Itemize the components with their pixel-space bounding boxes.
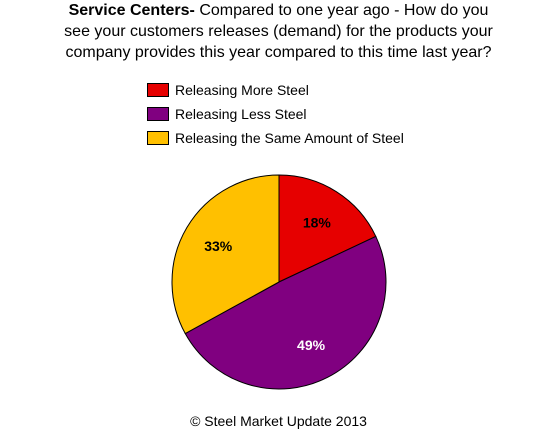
title-line-1: Service Centers- Compared to one year ag… xyxy=(0,0,557,21)
title-line-3: company provides this year compared to t… xyxy=(65,44,492,61)
legend-item-same: Releasing the Same Amount of Steel xyxy=(147,126,404,150)
legend-swatch-same xyxy=(147,131,169,145)
title-rest: Compared to one year ago - How do you xyxy=(194,2,489,19)
legend-label-same: Releasing the Same Amount of Steel xyxy=(175,130,404,146)
pie-slice-less xyxy=(184,235,387,390)
legend-swatch-less xyxy=(147,107,169,121)
pie-slice-more xyxy=(278,174,377,283)
copyright-footer: © Steel Market Update 2013 xyxy=(190,413,367,429)
pie-slice-same xyxy=(171,174,280,335)
title-line-2: see your customers releases (demand) for… xyxy=(64,23,493,40)
pie-label-less: 49% xyxy=(297,337,326,353)
title-bold: Service Centers- xyxy=(68,2,195,19)
legend-item-less: Releasing Less Steel xyxy=(147,102,404,126)
legend-label-more: Releasing More Steel xyxy=(175,82,309,98)
legend: Releasing More Steel Releasing Less Stee… xyxy=(147,78,404,150)
pie-label-same: 33% xyxy=(204,238,233,254)
pie-label-more: 18% xyxy=(303,214,332,230)
chart-title: Service Centers- Compared to one year ag… xyxy=(0,0,557,63)
legend-label-less: Releasing Less Steel xyxy=(175,106,307,122)
legend-swatch-more xyxy=(147,83,169,97)
legend-item-more: Releasing More Steel xyxy=(147,78,404,102)
